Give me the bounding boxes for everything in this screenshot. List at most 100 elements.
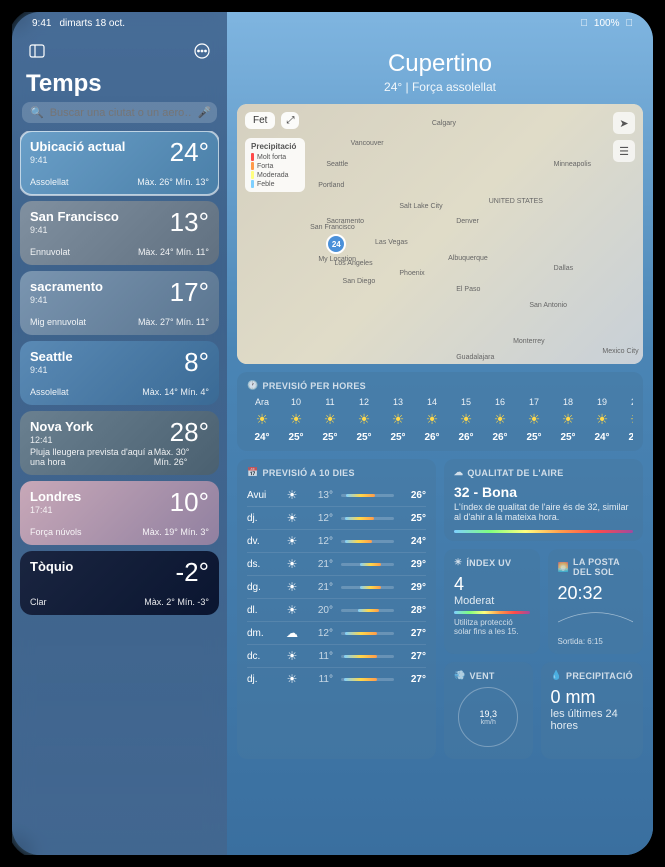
hour-temp: 25° xyxy=(322,432,337,443)
sunset-panel[interactable]: 🌅LA POSTA DEL SOL 20:32 Sortida: 6:15 xyxy=(548,549,644,654)
aqi-desc: L'índex de qualitat de l'aire és de 32, … xyxy=(454,502,633,522)
hour-temp: 25° xyxy=(288,432,303,443)
map-locate-icon[interactable]: ➤ xyxy=(613,112,635,134)
map-city-label: Monterrey xyxy=(513,338,545,345)
tenday-row[interactable]: dc.☀11°27° xyxy=(247,644,426,667)
hour-temp: 26° xyxy=(492,432,507,443)
tenday-row[interactable]: dj.☀11°27° xyxy=(247,667,426,690)
city-time: 9:41 xyxy=(30,365,73,375)
search-bar[interactable]: 🔍 🎤 xyxy=(22,102,217,123)
city-condition: Assolellat xyxy=(30,387,69,397)
day-label: dj. xyxy=(247,513,275,524)
hourly-scroll[interactable]: Ara☀24°10☀25°11☀25°12☀25°13☀25°14☀26°15☀… xyxy=(247,397,633,443)
city-range: Màx. 26° Mín. 13° xyxy=(137,177,209,187)
hour-label: 17 xyxy=(529,397,539,407)
city-range: Màx. 27° Mín. 11° xyxy=(138,317,209,327)
city-time: 12:41 xyxy=(30,435,93,445)
tenday-row[interactable]: dj.☀12°25° xyxy=(247,506,426,529)
map-city-label: Salt Lake City xyxy=(399,203,442,210)
city-time: 9:41 xyxy=(30,295,103,305)
status-date: dimarts 18 oct. xyxy=(59,18,125,29)
day-low: 21° xyxy=(309,582,333,593)
sunset-title: LA POSTA DEL SOL xyxy=(573,557,633,577)
hour-col: 17☀25° xyxy=(519,397,549,443)
map-expand-icon[interactable]: ⤢ xyxy=(281,112,299,129)
hour-label: Ara xyxy=(255,397,269,407)
tenday-row[interactable]: ds.☀21°29° xyxy=(247,552,426,575)
map-city-label: Dallas xyxy=(554,265,573,272)
calendar-icon: 📅 xyxy=(247,467,259,478)
map-city-label: Guadalajara xyxy=(456,354,494,361)
uv-panel[interactable]: ☀ÍNDEX UV 4 Moderat Utilitza protecció s… xyxy=(444,549,540,654)
sun-icon: ☀ xyxy=(426,411,439,428)
city-card[interactable]: San Francisco9:4113°EnnuvolatMàx. 24° Mí… xyxy=(20,201,219,265)
wind-panel[interactable]: 💨VENT 19,3km/h xyxy=(444,662,533,759)
hour-col: 14☀26° xyxy=(417,397,447,443)
aqi-value: 32 - Bona xyxy=(454,484,633,500)
map-layers-icon[interactable]: ☰ xyxy=(613,140,635,162)
city-condition: Pluja lleugera prevista d'aquí a una hor… xyxy=(30,447,154,467)
city-card[interactable]: Ubicació actual9:4124°AssolellatMàx. 26°… xyxy=(20,131,219,195)
map-city-label: Calgary xyxy=(432,120,456,127)
city-name: Londres xyxy=(30,489,81,504)
map-panel[interactable]: Fet ⤢ ➤ ☰ Precipitació Molt fortaFortaMo… xyxy=(237,104,643,364)
day-high: 24° xyxy=(402,536,426,547)
city-range: Màx. 24° Mín. 11° xyxy=(138,247,209,257)
city-condition: Assolellat xyxy=(30,177,69,187)
tenday-row[interactable]: dm.☁12°27° xyxy=(247,621,426,644)
sun-icon: ☀ xyxy=(596,411,609,428)
tenday-row[interactable]: dv.☀12°24° xyxy=(247,529,426,552)
aqi-panel[interactable]: ☁QUALITAT DE L'AIRE 32 - Bona L'índex de… xyxy=(444,459,643,541)
map-done-button[interactable]: Fet xyxy=(245,112,275,129)
weather-icon: ☀ xyxy=(283,511,301,525)
map-city-label: San Diego xyxy=(343,278,376,285)
temp-bar xyxy=(341,563,394,566)
city-condition: Força núvols xyxy=(30,527,82,537)
day-high: 27° xyxy=(402,674,426,685)
wifi-icon: 􀙇 xyxy=(580,18,588,29)
mic-icon[interactable]: 🎤 xyxy=(198,106,212,119)
sun-icon: ☀ xyxy=(256,411,269,428)
day-label: ds. xyxy=(247,559,275,570)
sidebar: Temps 🔍 🎤 Ubicació actual9:4124°Assolell… xyxy=(12,12,227,855)
hour-label: 16 xyxy=(495,397,505,407)
hour-temp: 26° xyxy=(424,432,439,443)
city-card[interactable]: Londres17:4110°Força núvolsMàx. 19° Mín.… xyxy=(20,481,219,545)
precip-panel[interactable]: 💧PRECIPITACIÓ 0 mm les últimes 24 hores xyxy=(541,662,643,759)
sun-icon: ☀ xyxy=(630,411,633,428)
hour-col: 16☀26° xyxy=(485,397,515,443)
city-name: Ubicació actual xyxy=(30,139,125,154)
city-condition: Clar xyxy=(30,597,47,607)
city-card[interactable]: Seattle9:418°AssolellatMàx. 14° Mín. 4° xyxy=(20,341,219,405)
weather-icon: ☀ xyxy=(283,534,301,548)
uv-title: ÍNDEX UV xyxy=(466,558,511,568)
city-list: Ubicació actual9:4124°AssolellatMàx. 26°… xyxy=(20,131,219,615)
more-icon[interactable] xyxy=(191,40,213,62)
map-city-label: Mexico City xyxy=(602,348,638,355)
tenday-row[interactable]: dg.☀21°29° xyxy=(247,575,426,598)
search-input[interactable] xyxy=(50,107,192,119)
city-name: San Francisco xyxy=(30,209,119,224)
search-icon: 🔍 xyxy=(30,106,44,119)
city-card[interactable]: Nova York12:4128°Pluja lleugera prevista… xyxy=(20,411,219,475)
legend-item: Molt forta xyxy=(251,153,299,161)
sun-icon: ☀ xyxy=(358,411,371,428)
day-label: dg. xyxy=(247,582,275,593)
city-condition: Mig ennuvolat xyxy=(30,317,86,327)
day-label: Avui xyxy=(247,490,275,501)
legend-item: Moderada xyxy=(251,171,299,179)
weather-icon: ☀ xyxy=(283,649,301,663)
weather-icon: ☀ xyxy=(283,557,301,571)
clock-icon: 🕐 xyxy=(247,380,259,391)
day-label: dj. xyxy=(247,674,275,685)
sun-icon: ☀ xyxy=(454,557,462,568)
hour-temp: 25° xyxy=(560,432,575,443)
sidebar-toggle-icon[interactable] xyxy=(26,40,48,62)
temp-bar xyxy=(341,609,394,612)
day-high: 29° xyxy=(402,559,426,570)
city-range: Màx. 30° Mín. 26° xyxy=(154,447,209,467)
tenday-row[interactable]: Avui☀13°26° xyxy=(247,484,426,506)
city-card[interactable]: sacramento9:4117°Mig ennuvolatMàx. 27° M… xyxy=(20,271,219,335)
tenday-row[interactable]: dl.☀20°28° xyxy=(247,598,426,621)
city-card[interactable]: Tòquio-2°ClarMàx. 2° Mín. -3° xyxy=(20,551,219,615)
